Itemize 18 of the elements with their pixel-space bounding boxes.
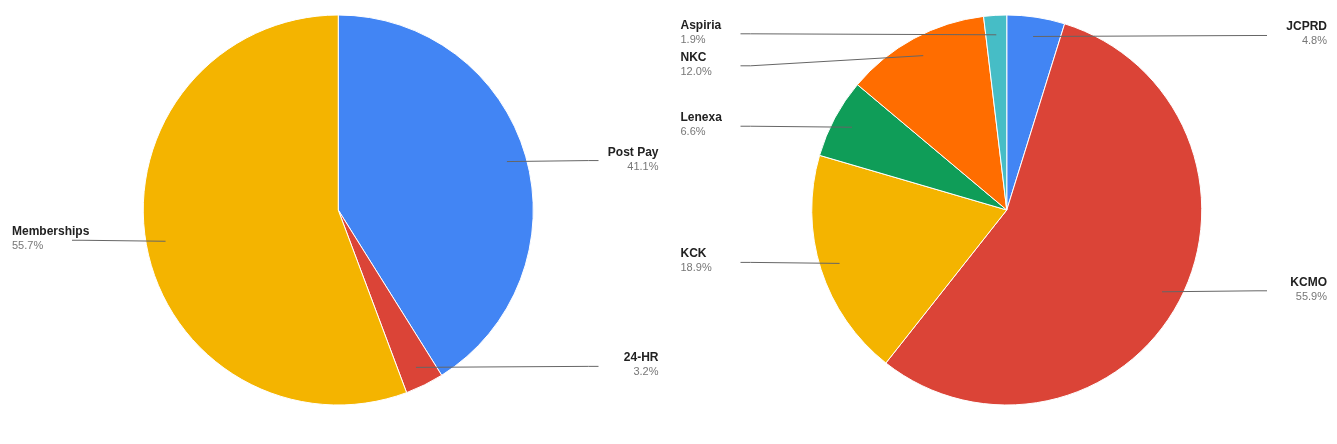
- data-label: 6.6%: [680, 125, 706, 138]
- slice-label: Aspiria: [680, 17, 722, 32]
- slice-label: Post Pay: [607, 144, 659, 159]
- data-label: 12.0%: [680, 64, 712, 77]
- data-label: 3.2%: [633, 365, 659, 378]
- slice-label: JCPRD: [1286, 19, 1328, 34]
- data-label: 41.1%: [627, 159, 659, 172]
- slice-label: Memberships: [12, 224, 90, 239]
- slice-label: KCK: [680, 246, 707, 261]
- slice-label: 24-HR: [623, 350, 659, 365]
- data-label: 55.7%: [12, 239, 44, 252]
- slice-label: NKC: [680, 49, 707, 64]
- slice-label: KCMO: [1290, 274, 1327, 289]
- data-label: 18.9%: [680, 261, 712, 274]
- data-label: 1.9%: [680, 32, 706, 45]
- data-label: 4.8%: [1301, 34, 1328, 47]
- data-label: 55.9%: [1295, 289, 1328, 302]
- slice-label: Lenexa: [680, 110, 723, 125]
